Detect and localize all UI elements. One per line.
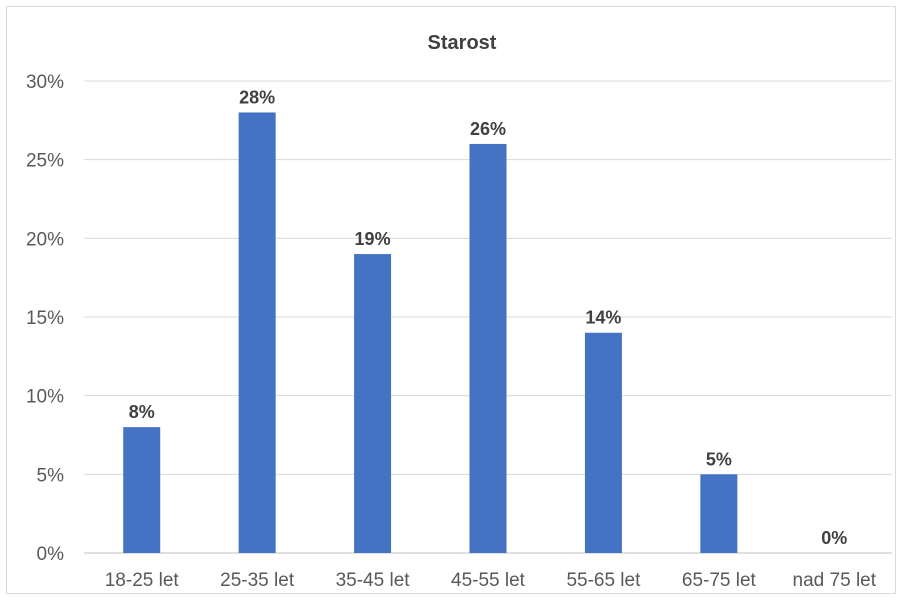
bar [238,112,276,553]
data-label: 8% [129,402,155,422]
bar [123,427,161,553]
y-tick-label: 25% [26,151,64,172]
data-label: 14% [585,308,621,328]
y-tick-label: 5% [37,465,65,486]
data-label: 19% [355,229,391,249]
data-label: 28% [239,87,275,107]
chart-title: Starost [428,32,497,54]
y-tick-label: 15% [26,308,64,329]
y-tick-label: 10% [26,387,64,408]
bar [354,254,392,554]
x-axis-ticks: 18-25 let 25-35 let 35-45 let 45-55 let 55-6… [105,570,877,591]
y-tick-label: 20% [26,229,64,250]
bar [700,474,738,553]
x-tick-label: 45-55 let [451,570,526,591]
x-tick-label: 25-35 let [220,570,295,591]
x-tick-label: 55-65 let [566,570,641,591]
bar [469,143,507,553]
x-tick-label: nad 75 let [793,570,877,591]
bar [584,332,622,553]
x-tick-label: 18-25 let [105,570,180,591]
y-tick-label: 30% [26,72,64,93]
x-tick-label: 35-45 let [336,570,411,591]
y-axis-ticks: 0% 5% 10% 15% 20% 25% 30% [26,72,64,565]
data-label: 0% [821,528,847,548]
data-labels: 8% 28% 19% 26% 14% 5% 0% [129,87,848,548]
y-tick-label: 0% [37,544,65,565]
bars [123,112,738,554]
data-label: 5% [706,449,732,469]
data-label: 26% [470,119,506,139]
x-tick-label: 65-75 let [682,570,757,591]
